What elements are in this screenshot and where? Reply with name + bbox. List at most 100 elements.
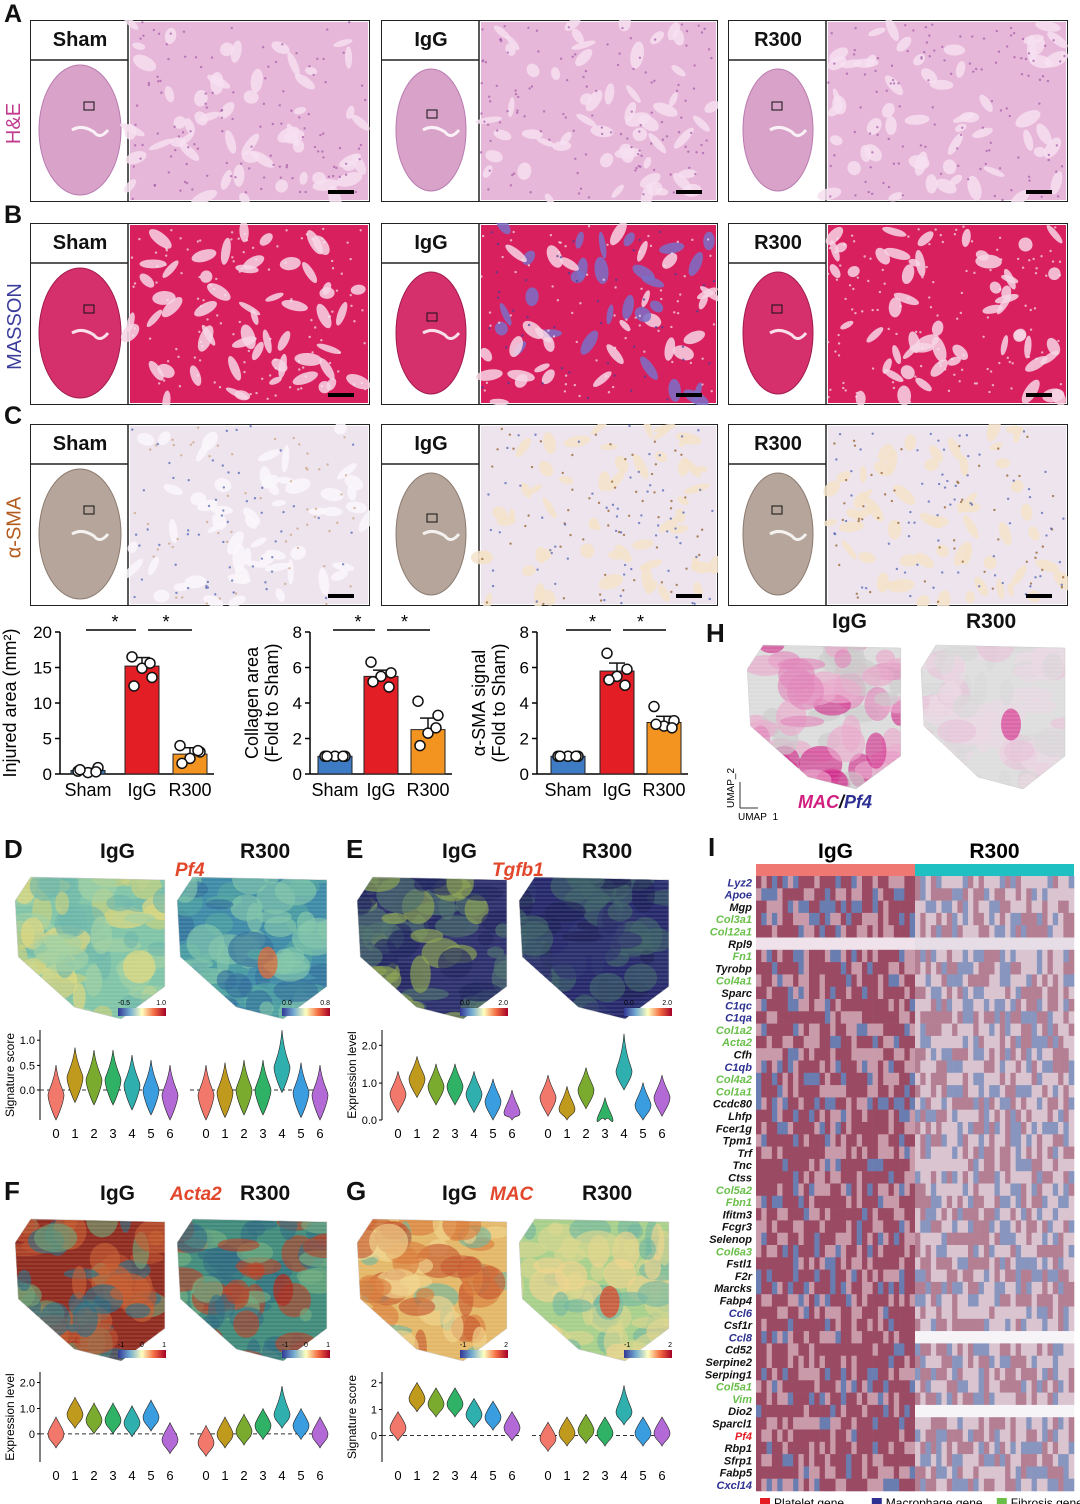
heat-cell: [1021, 949, 1027, 963]
heat-cell: [840, 1085, 847, 1098]
heat-cell: [809, 1072, 815, 1086]
expression-patch: [177, 1316, 193, 1333]
expression-patch: [525, 1309, 538, 1336]
gene-name: C1qa: [725, 1013, 752, 1025]
nucleus: [631, 453, 634, 457]
nucleus: [303, 127, 306, 130]
nucleus: [981, 126, 984, 129]
heat-cell: [872, 1011, 879, 1024]
heat-cell: [909, 1097, 916, 1110]
nucleus: [960, 368, 964, 372]
nucleus: [634, 316, 637, 319]
nucleus: [684, 496, 687, 499]
tubule: [281, 445, 290, 473]
nucleus: [304, 190, 307, 194]
nucleus: [630, 567, 633, 571]
tubule: [1035, 559, 1059, 573]
heat-cell: [787, 1011, 794, 1024]
y-tick-label: 4: [520, 694, 529, 713]
kidney-section: [395, 472, 467, 596]
nucleus: [487, 493, 490, 496]
heat-cell: [904, 1097, 910, 1110]
heat-cell: [798, 999, 804, 1012]
cluster-label: 2: [90, 1126, 97, 1141]
heat-cell: [930, 962, 937, 975]
nucleus: [481, 234, 485, 238]
heat-cell: [920, 1195, 926, 1209]
heat-cell: [920, 1109, 926, 1123]
heat-cell: [909, 1171, 916, 1184]
nucleus: [892, 386, 896, 390]
nucleus: [706, 238, 710, 241]
tubule: [225, 387, 249, 400]
nucleus: [154, 444, 158, 447]
tubule: [147, 556, 160, 576]
nucleus: [611, 503, 615, 507]
gene-name: Fcgr3: [722, 1222, 752, 1234]
heat-cell: [809, 1085, 815, 1098]
heat-cell: [899, 1097, 905, 1110]
zoom-box: [83, 505, 95, 515]
r300-umap-spatial: [921, 645, 1065, 789]
heat-cell: [883, 1232, 889, 1246]
heat-cell: [930, 986, 937, 1000]
tubule: [157, 431, 171, 446]
heat-cell: [846, 999, 852, 1012]
nucleus: [958, 444, 961, 448]
expression-patch: [1023, 697, 1057, 714]
heat-cell: [1010, 1048, 1016, 1061]
nucleus: [1013, 56, 1016, 59]
nucleus: [661, 326, 664, 329]
heat-cell: [936, 1122, 942, 1135]
heat-cell: [846, 1011, 852, 1024]
nucleus: [234, 176, 237, 179]
heat-cell: [1005, 1171, 1011, 1184]
heat-cell: [925, 1048, 932, 1061]
tubule: [876, 572, 890, 593]
nucleus: [975, 382, 979, 385]
tubule: [947, 437, 962, 460]
heat-cell: [803, 1023, 810, 1037]
heat-cell: [1021, 937, 1027, 951]
nucleus: [574, 157, 577, 160]
cluster-label: 0: [544, 1126, 551, 1141]
heat-cell: [1015, 1195, 1022, 1209]
heat-cell: [1052, 962, 1059, 975]
heat-cell: [930, 1158, 937, 1172]
heat-cell: [856, 912, 863, 926]
tubule: [998, 521, 1012, 546]
tissue-outline: [356, 1218, 508, 1362]
heat-cell: [999, 1072, 1006, 1086]
heat-cell: [824, 912, 831, 926]
heat-cell: [941, 1158, 948, 1172]
heat-cell: [925, 888, 932, 901]
heat-cell: [756, 1208, 762, 1221]
heat-cell: [973, 937, 979, 951]
nucleus: [564, 116, 567, 119]
nucleus: [1025, 560, 1029, 563]
expression-patch: [59, 904, 88, 938]
cluster-label: 6: [166, 1126, 173, 1141]
nucleus: [285, 164, 289, 167]
heat-cell: [962, 1220, 969, 1233]
nucleus: [146, 528, 149, 531]
expression-patch: [624, 963, 658, 992]
nucleus: [325, 602, 328, 606]
nucleus: [178, 385, 182, 388]
nucleus: [990, 99, 994, 103]
heat-cell: [809, 1220, 815, 1233]
heat-cell: [883, 1097, 889, 1110]
nucleus: [835, 544, 838, 547]
y-axis-label: Expression level: [345, 1031, 359, 1118]
heat-cell: [830, 1134, 836, 1147]
nucleus: [343, 436, 346, 439]
nucleus: [960, 291, 964, 295]
heat-cell: [936, 1060, 942, 1074]
nucleus: [685, 567, 688, 570]
nucleus: [282, 90, 285, 93]
heat-cell: [1005, 888, 1011, 901]
heat-cell: [978, 937, 985, 951]
nucleus: [158, 543, 161, 547]
nucleus: [899, 304, 902, 308]
heat-cell: [941, 1085, 948, 1098]
